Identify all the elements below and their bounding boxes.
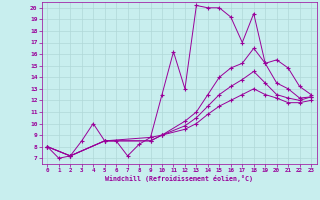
X-axis label: Windchill (Refroidissement éolien,°C): Windchill (Refroidissement éolien,°C)	[105, 175, 253, 182]
